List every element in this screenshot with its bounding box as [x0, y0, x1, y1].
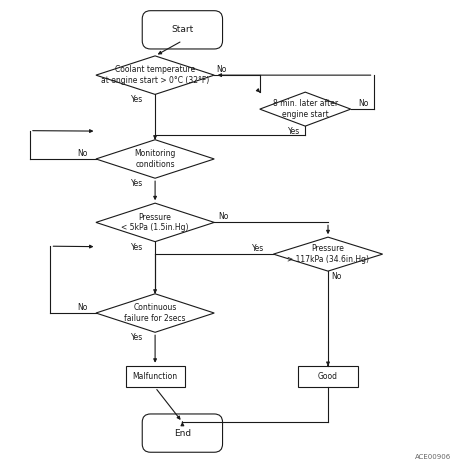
Text: Pressure
< 5kPa (1.5in.Hg): Pressure < 5kPa (1.5in.Hg) [121, 213, 189, 232]
Text: No: No [331, 272, 341, 281]
Text: Yes: Yes [131, 95, 144, 104]
Text: Pressure
> 117kPa (34.6in.Hg): Pressure > 117kPa (34.6in.Hg) [287, 244, 369, 264]
Text: No: No [218, 212, 228, 221]
Polygon shape [96, 203, 214, 242]
Text: Monitoring
conditions: Monitoring conditions [135, 149, 176, 169]
Text: Yes: Yes [131, 243, 144, 252]
Text: Yes: Yes [252, 244, 264, 253]
Text: ACE00906: ACE00906 [415, 454, 451, 460]
Polygon shape [273, 237, 383, 271]
Text: Malfunction: Malfunction [133, 372, 178, 381]
Text: 8 min. later after
engine start: 8 min. later after engine start [273, 100, 338, 119]
Polygon shape [96, 56, 214, 94]
Polygon shape [96, 294, 214, 332]
Text: No: No [77, 149, 88, 158]
Polygon shape [96, 140, 214, 178]
Text: No: No [77, 303, 88, 312]
Text: End: End [174, 429, 191, 438]
Text: Yes: Yes [131, 179, 144, 188]
Bar [126, 366, 185, 388]
Polygon shape [260, 92, 351, 126]
Text: Yes: Yes [131, 333, 144, 342]
Text: Yes: Yes [289, 127, 301, 136]
Text: Continuous
failure for 2secs: Continuous failure for 2secs [124, 303, 186, 323]
Bar [299, 366, 357, 388]
Text: Start: Start [171, 25, 193, 34]
Text: Coolant temperature
at engine start > 0°C (32°F): Coolant temperature at engine start > 0°… [101, 66, 209, 85]
FancyBboxPatch shape [142, 414, 223, 452]
Text: No: No [216, 65, 226, 74]
Text: No: No [359, 99, 369, 108]
FancyBboxPatch shape [142, 11, 223, 49]
Text: Good: Good [318, 372, 338, 381]
